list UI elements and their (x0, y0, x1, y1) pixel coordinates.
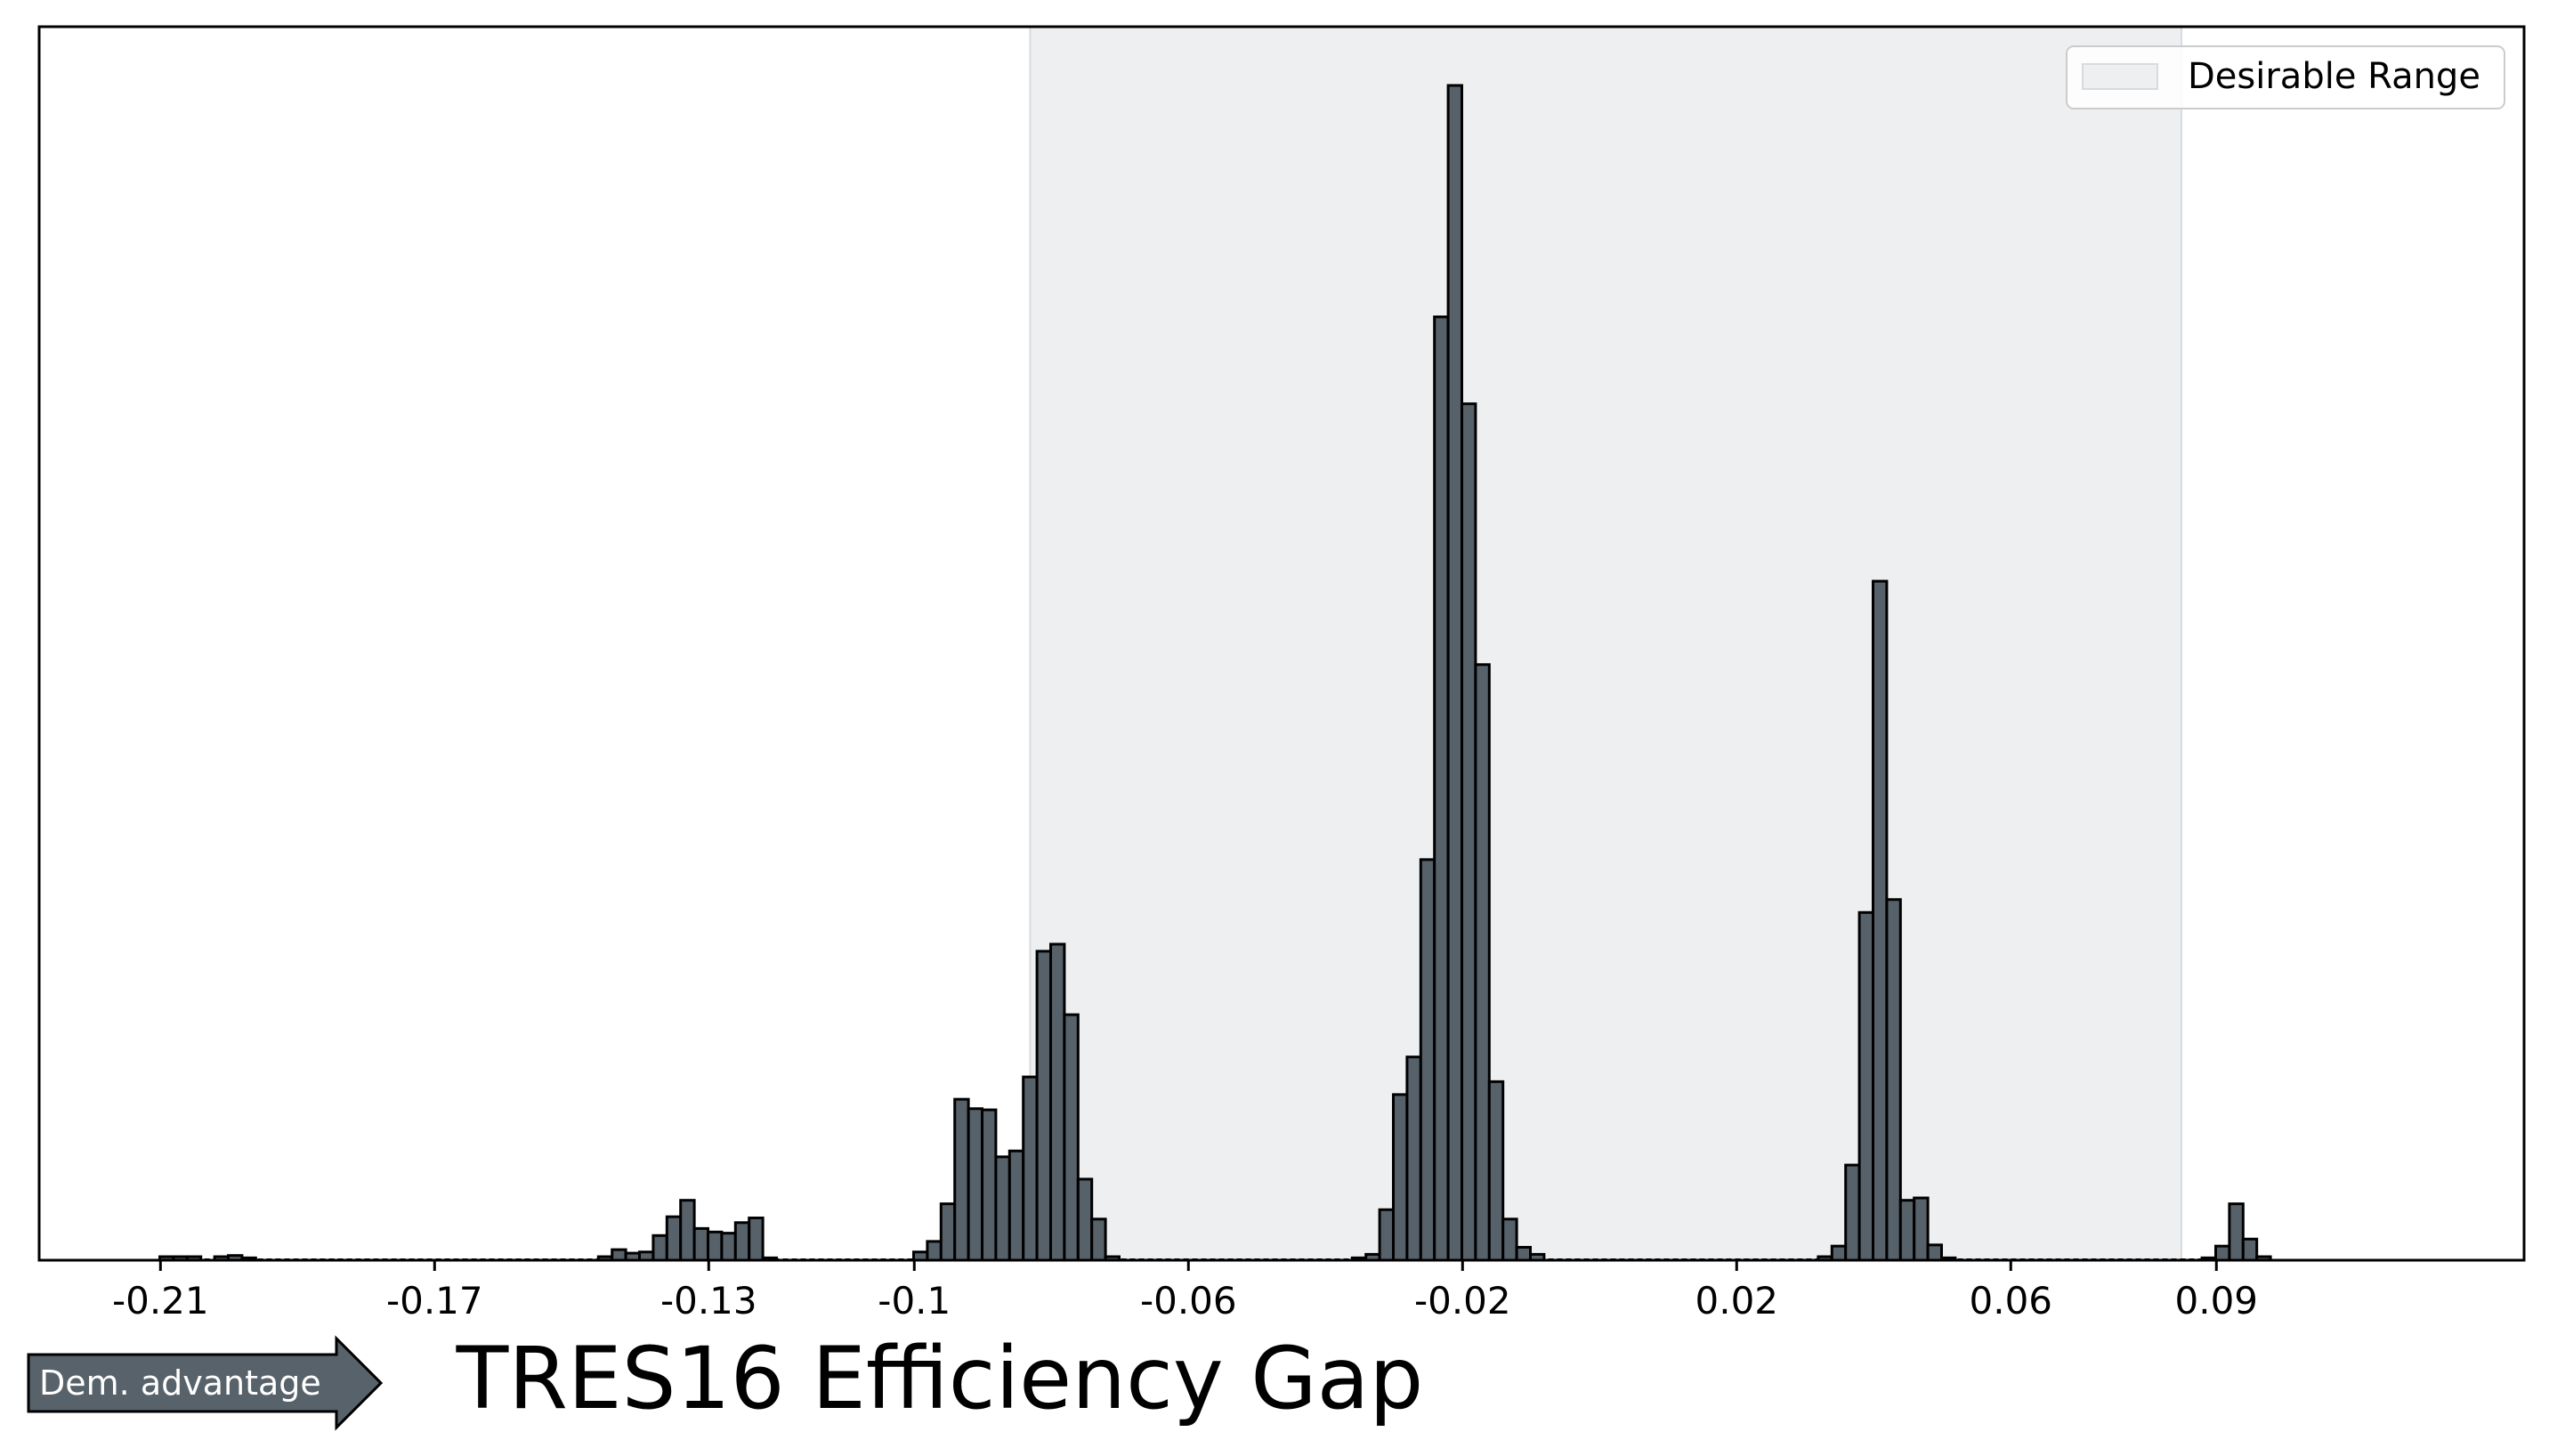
x-axis-label: TRES16 Efficiency Gap (456, 1329, 1424, 1428)
histogram-bar (1515, 1245, 1533, 1262)
histogram-bar (926, 1240, 943, 1262)
histogram-bar (1392, 1093, 1409, 1262)
histogram-bar (1501, 1217, 1518, 1262)
plot-frame (37, 25, 2526, 1262)
histogram-bar (651, 1234, 668, 1262)
histogram-bar (1844, 1163, 1861, 1262)
histogram-bar (1487, 1080, 1505, 1262)
histogram-bar (1405, 1056, 1422, 1262)
arrow-label: Dem. advantage (39, 1363, 321, 1403)
histogram-bar (939, 1202, 957, 1262)
x-tick-label: -0.17 (386, 1279, 483, 1323)
histogram-bar (692, 1226, 710, 1262)
x-axis-ticks: -0.21 -0.17 -0.13 -0.1 -0.06 -0.02 0.02 0.06 0.0… (112, 1260, 2258, 1323)
histogram-bar (2241, 1237, 2259, 1262)
x-tick-label: -0.02 (1414, 1279, 1511, 1323)
histogram-bar (679, 1199, 696, 1262)
histogram-bar (665, 1215, 683, 1262)
legend-label: Desirable Range (2188, 56, 2480, 97)
histogram-bar (707, 1230, 724, 1262)
histogram-bar (2228, 1202, 2245, 1262)
arrow-shape (27, 1335, 384, 1431)
histogram-bar (1872, 579, 1889, 1262)
histogram-bar (1857, 910, 1875, 1262)
x-tick-label: -0.13 (660, 1279, 757, 1323)
histogram-bar (994, 1155, 1011, 1262)
histogram-bar (611, 1248, 627, 1262)
histogram-bar (1885, 898, 1902, 1262)
desirable-range-shade (1029, 26, 2183, 1261)
histogram-bar (1474, 663, 1491, 1262)
x-tick-label: 0.02 (1695, 1279, 1779, 1323)
histogram-bar (1446, 84, 1464, 1262)
x-tick-label: -0.06 (1140, 1279, 1237, 1323)
histogram-bar (1419, 858, 1436, 1262)
x-tick-label: 0.09 (2175, 1279, 2259, 1323)
x-tick-label: -0.1 (878, 1279, 951, 1323)
histogram-bar (748, 1216, 765, 1262)
histogram-bar (2214, 1244, 2231, 1262)
histogram-bar (720, 1232, 737, 1262)
x-tick-label: -0.21 (112, 1279, 209, 1323)
legend-box (2066, 45, 2505, 109)
histogram-bar (1007, 1149, 1025, 1262)
histogram-bar (1035, 950, 1053, 1262)
histogram-bar (1913, 1196, 1930, 1262)
x-tick-label: 0.06 (1970, 1279, 2053, 1323)
histogram-bar (1461, 402, 1477, 1262)
histogram-bar (1063, 1013, 1080, 1262)
histogram-bar (1378, 1208, 1396, 1262)
histogram-bar (981, 1108, 998, 1262)
legend-swatch (2082, 63, 2158, 90)
histogram-bar (1090, 1217, 1107, 1262)
histogram-bar (1022, 1075, 1039, 1262)
dem-advantage-arrow: Dem. advantage (27, 1335, 384, 1431)
histogram-bar (733, 1221, 751, 1262)
histogram-bar (1076, 1177, 1094, 1262)
histogram-bar (1926, 1243, 1944, 1262)
legend: Desirable Range (2066, 45, 2505, 109)
histogram-bar (1898, 1199, 1916, 1262)
histogram-bar (1433, 315, 1450, 1262)
histogram-bar (1049, 942, 1066, 1262)
histogram-bar (1830, 1244, 1848, 1262)
histogram-bar (967, 1107, 984, 1262)
histogram-bar (953, 1097, 970, 1262)
